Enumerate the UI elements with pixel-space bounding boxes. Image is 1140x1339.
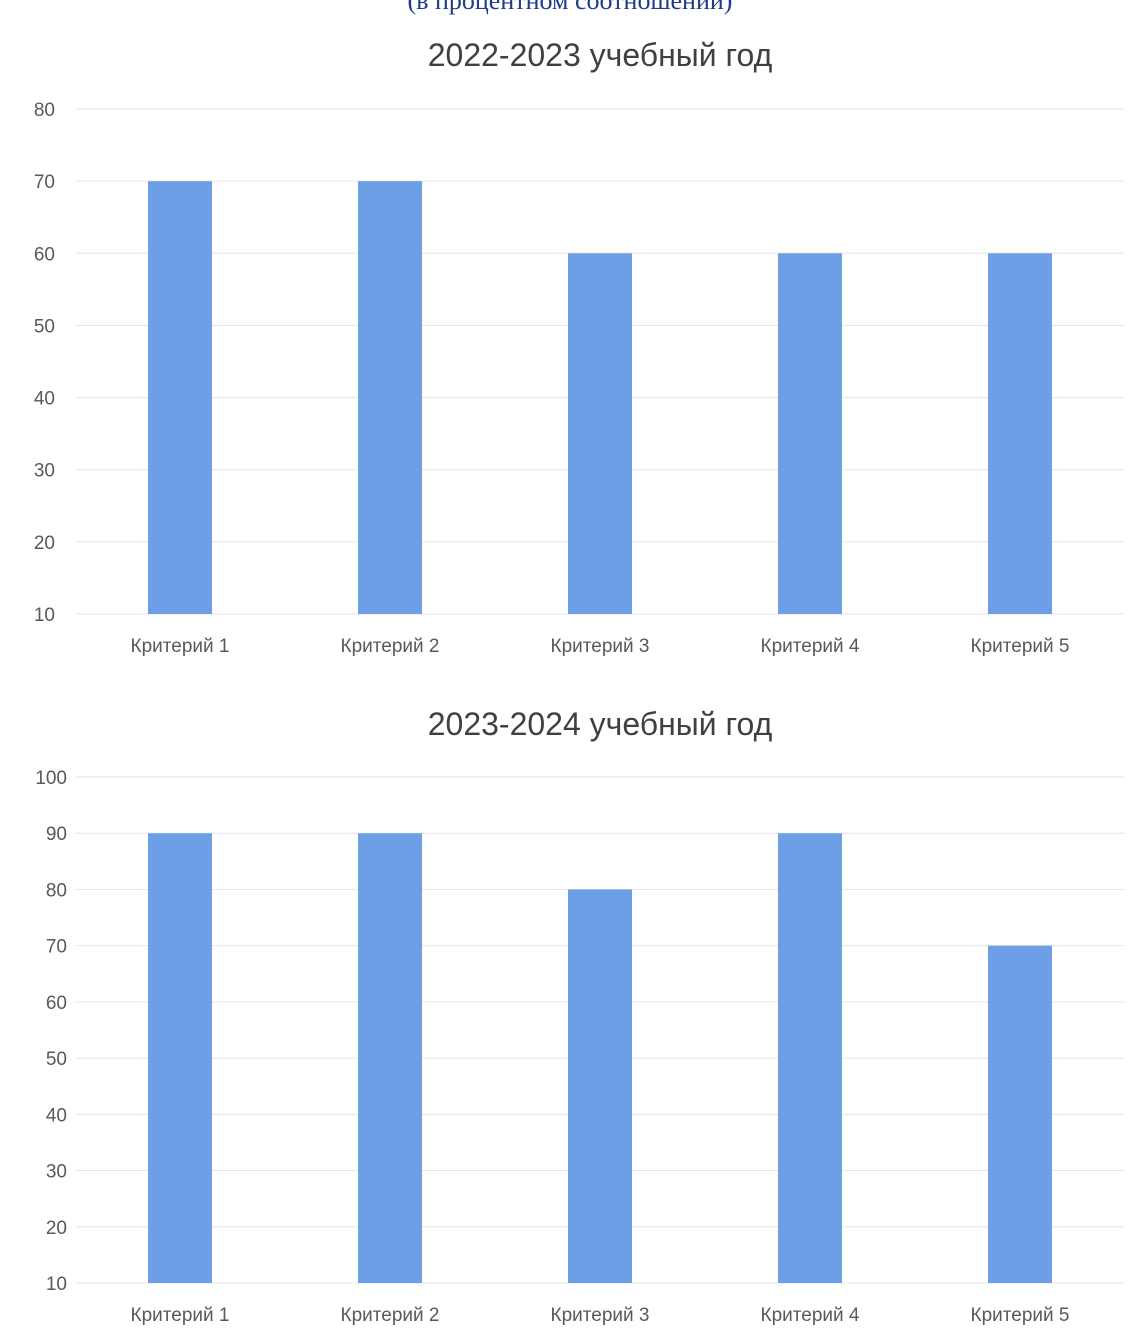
y-tick-label: 100 [35,768,67,789]
chart-2022-2023: 2022-2023 учебный год 10 20 30 40 50 60 70 80 Кри… [34,37,1125,657]
bar-5 [988,945,1052,1283]
y-tick-label: 10 [34,605,55,626]
y-tick-label: 50 [46,1049,67,1070]
y-tick-label: 80 [34,100,55,121]
y-tick-label: 20 [34,533,55,554]
y-tick-label: 40 [34,389,55,410]
x-category-label: Критерий 2 [341,1305,440,1326]
x-category-label: Критерий 5 [971,636,1070,657]
bar-1 [148,181,212,614]
bar-2 [358,833,422,1283]
x-category-label: Критерий 1 [131,1305,230,1326]
x-category-label: Критерий 1 [131,636,230,657]
bar-4 [778,833,842,1283]
y-tick-label: 70 [46,937,67,958]
x-category-label: Критерий 3 [551,1305,650,1326]
x-category-label: Критерий 4 [761,636,860,657]
y-tick-label: 30 [34,461,55,482]
y-tick-label: 60 [46,993,67,1014]
y-tick-label: 50 [34,316,55,337]
bar-1 [148,833,212,1283]
bar-4 [778,253,842,615]
x-category-label: Критерий 3 [551,636,650,657]
bar-3 [568,889,632,1283]
y-tick-label: 40 [46,1105,67,1126]
bar-5 [988,253,1052,615]
x-category-label: Критерий 4 [761,1305,860,1326]
bar-3 [568,253,632,615]
y-tick-label: 30 [46,1162,67,1183]
y-tick-label: 90 [46,824,67,845]
y-tick-label: 60 [34,244,55,265]
x-category-label: Критерий 2 [341,636,440,657]
chart-title: 2022-2023 учебный год [428,37,773,73]
bar-2 [358,181,422,614]
y-tick-label: 20 [46,1218,67,1239]
page-subtitle: (в процентном соотношении) [407,0,733,15]
y-tick-label: 10 [46,1274,67,1295]
chart-2023-2024: 2023-2024 учебный год 10 20 30 40 50 60 70 80 90 1… [35,706,1125,1326]
chart-title: 2023-2024 учебный год [428,706,773,742]
y-tick-label: 70 [34,172,55,193]
y-tick-label: 80 [46,880,67,901]
x-category-label: Критерий 5 [971,1305,1070,1326]
